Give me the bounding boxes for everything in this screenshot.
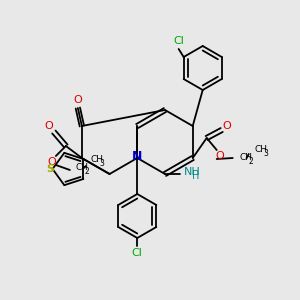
Text: CH: CH (255, 146, 268, 154)
Text: O: O (215, 151, 224, 161)
Text: O: O (74, 95, 82, 105)
Text: O: O (222, 121, 231, 131)
Text: S: S (46, 164, 55, 174)
Text: O: O (44, 121, 53, 131)
Text: H: H (192, 171, 200, 181)
Text: CH: CH (91, 155, 104, 164)
Text: 3: 3 (100, 158, 105, 167)
Text: 3: 3 (264, 148, 268, 158)
Text: O: O (47, 157, 56, 167)
Text: 2: 2 (85, 167, 90, 176)
Text: NH: NH (184, 167, 201, 177)
Text: N: N (132, 151, 142, 164)
Text: CH: CH (240, 154, 253, 163)
Text: Cl: Cl (173, 36, 184, 46)
Text: CH: CH (76, 164, 89, 172)
Text: 2: 2 (249, 157, 254, 166)
Text: Cl: Cl (132, 248, 143, 258)
